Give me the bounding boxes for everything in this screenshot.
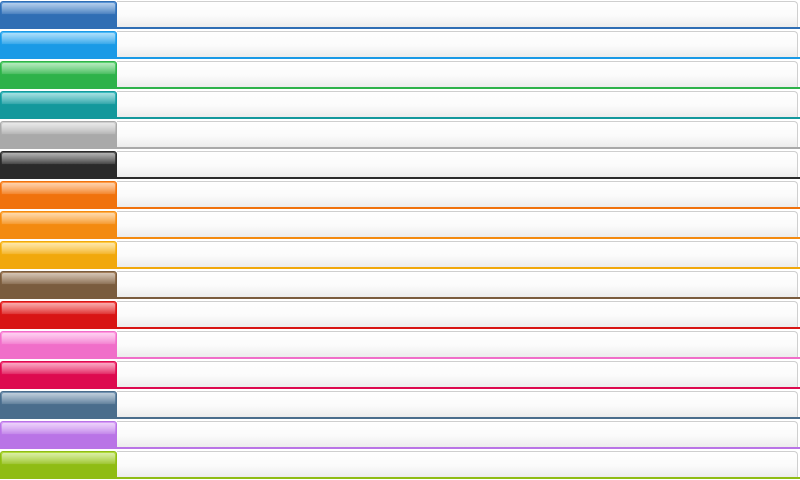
- tab-bar-11: [0, 300, 800, 330]
- tab-bar-15: [0, 420, 800, 450]
- tab-button-1[interactable]: [0, 1, 117, 27]
- tab-content-panel-2: [117, 31, 798, 57]
- tab-bar-underline: [0, 87, 800, 89]
- tab-bar-16: [0, 450, 800, 480]
- tab-bar-underline: [0, 267, 800, 269]
- tab-button-14[interactable]: [0, 391, 117, 417]
- tab-bar-underline: [0, 57, 800, 59]
- tab-content-panel-8: [117, 211, 798, 237]
- tab-bar-underline: [0, 237, 800, 239]
- tab-bar-underline: [0, 327, 800, 329]
- tab-bar-underline: [0, 447, 800, 449]
- tab-bar-underline: [0, 147, 800, 149]
- tab-bar-2: [0, 30, 800, 60]
- tab-bar-underline: [0, 117, 800, 119]
- tab-bar-6: [0, 150, 800, 180]
- tab-bar-underline: [0, 387, 800, 389]
- tab-bar-underline: [0, 477, 800, 479]
- tab-bar-5: [0, 120, 800, 150]
- tab-bar-underline: [0, 297, 800, 299]
- tab-button-12[interactable]: [0, 331, 117, 357]
- tab-button-9[interactable]: [0, 241, 117, 267]
- tab-content-panel-9: [117, 241, 798, 267]
- tab-bar-8: [0, 210, 800, 240]
- tab-content-panel-14: [117, 391, 798, 417]
- tab-bar-1: [0, 0, 800, 30]
- tab-content-panel-7: [117, 181, 798, 207]
- tab-button-10[interactable]: [0, 271, 117, 297]
- tab-content-panel-3: [117, 61, 798, 87]
- tab-content-panel-15: [117, 421, 798, 447]
- tab-bar-14: [0, 390, 800, 420]
- tab-bar-12: [0, 330, 800, 360]
- tab-content-panel-4: [117, 91, 798, 117]
- tab-button-8[interactable]: [0, 211, 117, 237]
- tab-bar-9: [0, 240, 800, 270]
- tab-bar-underline: [0, 207, 800, 209]
- tab-button-7[interactable]: [0, 181, 117, 207]
- tab-button-5[interactable]: [0, 121, 117, 147]
- tab-bar-underline: [0, 27, 800, 29]
- tab-bar-3: [0, 60, 800, 90]
- tab-button-15[interactable]: [0, 421, 117, 447]
- tab-bar-10: [0, 270, 800, 300]
- tab-content-panel-1: [117, 1, 798, 27]
- tab-content-panel-12: [117, 331, 798, 357]
- tab-content-panel-6: [117, 151, 798, 177]
- tab-bar-4: [0, 90, 800, 120]
- tab-content-panel-5: [117, 121, 798, 147]
- tab-button-4[interactable]: [0, 91, 117, 117]
- tab-button-3[interactable]: [0, 61, 117, 87]
- tab-bar-7: [0, 180, 800, 210]
- tab-bar-underline: [0, 417, 800, 419]
- tab-bar-underline: [0, 357, 800, 359]
- tab-button-16[interactable]: [0, 451, 117, 477]
- tab-button-13[interactable]: [0, 361, 117, 387]
- tab-content-panel-13: [117, 361, 798, 387]
- tab-bar-underline: [0, 177, 800, 179]
- tab-content-panel-16: [117, 451, 798, 477]
- tab-content-panel-10: [117, 271, 798, 297]
- tab-bar-13: [0, 360, 800, 390]
- tab-button-6[interactable]: [0, 151, 117, 177]
- tab-content-panel-11: [117, 301, 798, 327]
- tab-button-2[interactable]: [0, 31, 117, 57]
- tab-button-11[interactable]: [0, 301, 117, 327]
